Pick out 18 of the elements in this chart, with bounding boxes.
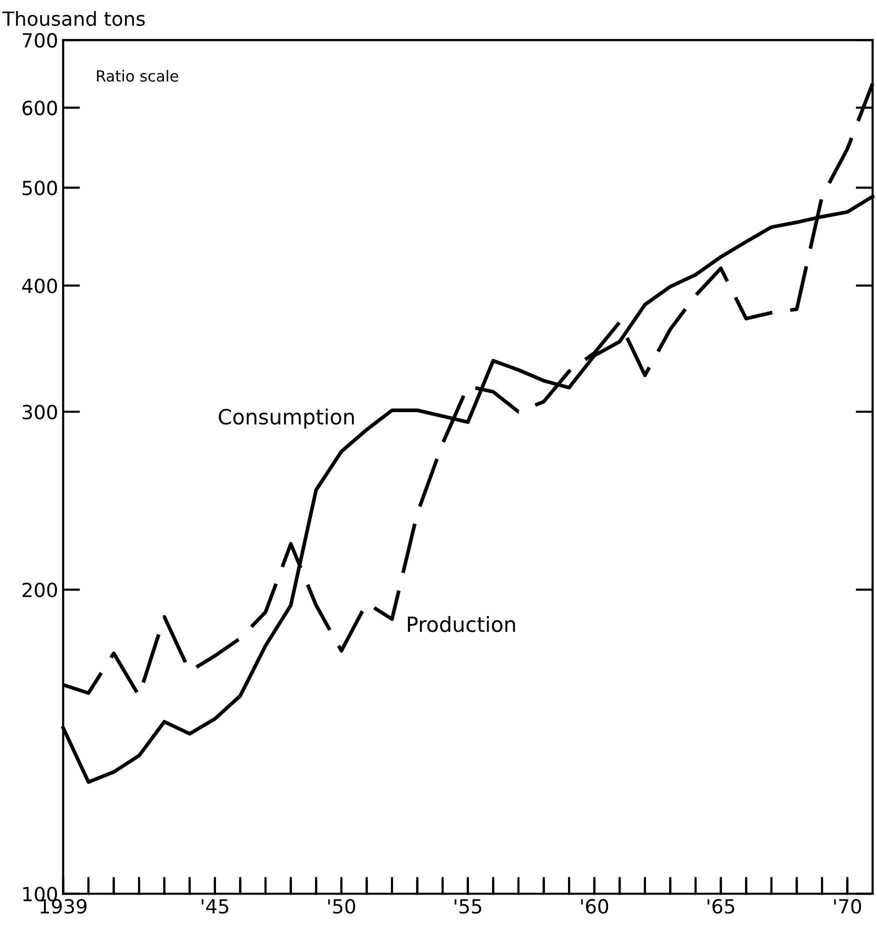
x-tick-label: '55	[454, 899, 482, 914]
y-tick-label: 700	[22, 32, 57, 48]
x-tick-label: '50	[328, 898, 356, 914]
annotation: Ratio scale	[97, 70, 178, 82]
x-tick-label: '60	[581, 898, 608, 914]
y-tick-label: 400	[22, 278, 57, 294]
y-tick-label: 500	[22, 180, 57, 196]
y-tick-label: 300	[22, 404, 57, 420]
series-label: Consumption	[218, 408, 354, 429]
y-tick-label: 100	[23, 886, 57, 902]
x-tick-label: '65	[708, 898, 734, 914]
x-tick-label: '70	[834, 898, 862, 914]
series-label: Production	[408, 616, 515, 632]
y-tick-label: 600	[22, 100, 57, 116]
y-axis-title: Thousand tons	[2, 10, 145, 26]
x-tick-label: 1939	[40, 898, 87, 914]
x-tick-label: '45	[202, 899, 228, 914]
y-tick-label: 200	[22, 582, 57, 598]
